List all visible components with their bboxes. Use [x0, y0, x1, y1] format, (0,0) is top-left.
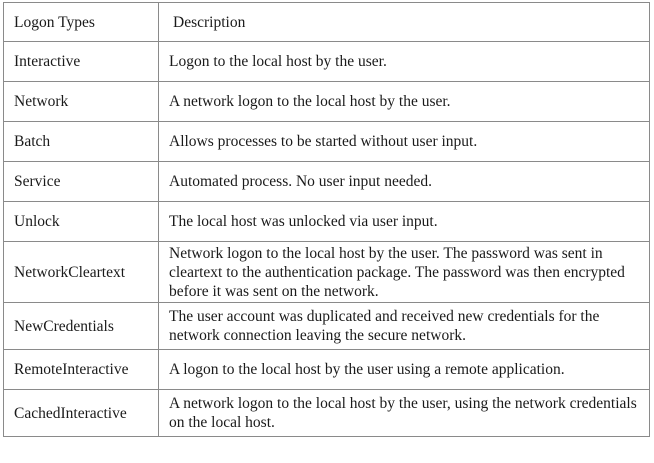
logon-type-cell: RemoteInteractive — [3, 349, 159, 390]
description-cell: A network logon to the local host by the… — [158, 389, 650, 437]
logon-type-cell: Batch — [3, 121, 159, 162]
table-header-row: Logon Types Description — [3, 2, 650, 42]
table-row: Batch Allows processes to be started wit… — [3, 121, 650, 162]
description-cell: Allows processes to be started without u… — [158, 121, 650, 162]
logon-type-cell: Interactive — [3, 41, 159, 82]
logon-type-cell: NetworkCleartext — [3, 241, 159, 303]
description-cell: A logon to the local host by the user us… — [158, 349, 650, 390]
logon-types-table: Logon Types Description Interactive Logo… — [3, 2, 650, 437]
table-row: Network A network logon to the local hos… — [3, 81, 650, 122]
logon-type-cell: NewCredentials — [3, 302, 159, 350]
description-cell: A network logon to the local host by the… — [158, 81, 650, 122]
header-logon-types: Logon Types — [3, 2, 159, 42]
table-row: NewCredentials The user account was dupl… — [3, 302, 650, 350]
table-row: Service Automated process. No user input… — [3, 161, 650, 202]
logon-type-cell: CachedInteractive — [3, 389, 159, 437]
table-row: CachedInteractive A network logon to the… — [3, 389, 650, 437]
logon-type-cell: Network — [3, 81, 159, 122]
description-cell: Network logon to the local host by the u… — [158, 241, 650, 303]
header-description: Description — [158, 2, 650, 42]
description-cell: Automated process. No user input needed. — [158, 161, 650, 202]
table-row: RemoteInteractive A logon to the local h… — [3, 349, 650, 390]
description-cell: The local host was unlocked via user inp… — [158, 201, 650, 242]
description-cell: Logon to the local host by the user. — [158, 41, 650, 82]
description-cell: The user account was duplicated and rece… — [158, 302, 650, 350]
logon-type-cell: Unlock — [3, 201, 159, 242]
table-row: Unlock The local host was unlocked via u… — [3, 201, 650, 242]
logon-type-cell: Service — [3, 161, 159, 202]
table-row: NetworkCleartext Network logon to the lo… — [3, 241, 650, 303]
table-row: Interactive Logon to the local host by t… — [3, 41, 650, 82]
